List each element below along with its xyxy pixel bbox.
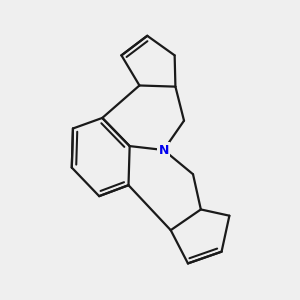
Text: N: N: [158, 143, 169, 157]
